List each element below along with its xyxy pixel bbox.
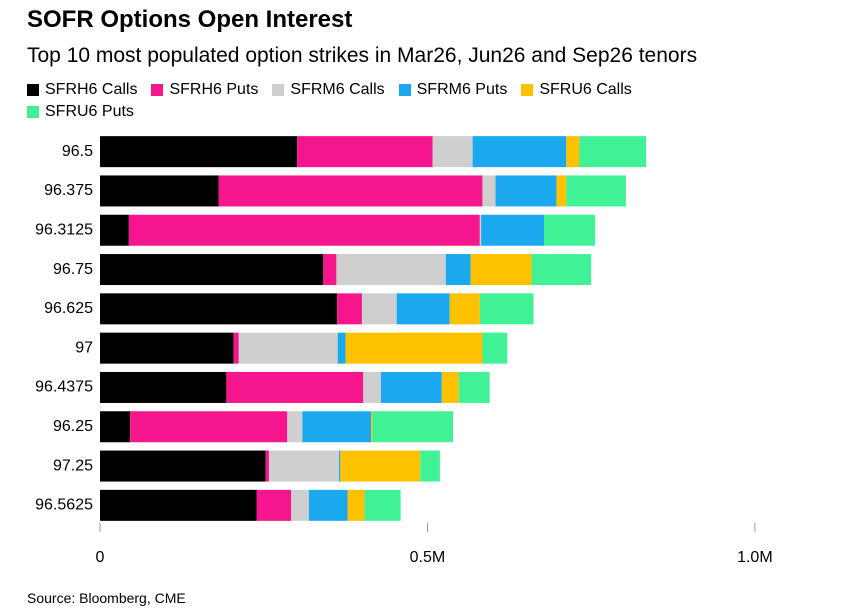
bar-segment xyxy=(340,450,421,482)
legend-label: SFRU6 Calls xyxy=(539,81,632,98)
bar-segment xyxy=(361,293,397,325)
legend-item: SFRU6 Calls xyxy=(521,80,632,100)
bar-segment xyxy=(100,411,131,443)
bar-segment xyxy=(302,411,372,443)
bar-segment xyxy=(291,489,309,521)
legend-swatch xyxy=(151,84,164,96)
bar-segment xyxy=(265,450,269,482)
legend-item: SFRM6 Puts xyxy=(398,80,508,100)
bar-segment xyxy=(470,254,532,286)
y-tick-label: 97.25 xyxy=(53,457,93,474)
x-tick-label: 1.0M xyxy=(737,549,773,566)
bar-segment xyxy=(287,411,303,443)
bar-segment xyxy=(472,136,567,168)
bar-segment xyxy=(347,489,365,521)
legend-swatch xyxy=(27,106,39,118)
bar-segment xyxy=(256,489,292,521)
chart-title: SOFR Options Open Interest xyxy=(27,6,353,33)
bar-segment xyxy=(233,332,239,364)
legend-label: SFRU6 Puts xyxy=(45,103,134,120)
bar-segment xyxy=(380,371,442,403)
legend-swatch xyxy=(398,84,411,96)
bar-segment xyxy=(297,136,433,168)
bar-segment xyxy=(441,371,459,403)
bar-segment xyxy=(482,175,496,207)
bar-segment xyxy=(544,214,596,246)
legend-item: SFRH6 Calls xyxy=(27,80,137,100)
bar-segment xyxy=(100,136,298,168)
bar-segment xyxy=(556,175,567,207)
legend-label: SFRM6 Puts xyxy=(416,81,508,98)
bar-segment xyxy=(323,254,337,286)
legend-swatch xyxy=(521,84,534,96)
legend-label: SFRM6 Calls xyxy=(290,81,385,98)
y-tick-label: 96.5 xyxy=(62,143,93,160)
bar-segment xyxy=(372,411,453,443)
chart-subtitle: Top 10 most populated option strikes in … xyxy=(27,44,698,67)
bar-segment xyxy=(566,136,580,168)
x-tick-label: 0 xyxy=(96,549,105,566)
bar-segment xyxy=(100,254,324,286)
bar-segment xyxy=(337,332,346,364)
bar-segment xyxy=(458,371,490,403)
bar-segment xyxy=(100,489,257,521)
bar-segment xyxy=(308,489,348,521)
y-tick-label: 97 xyxy=(75,339,93,356)
bar-segment xyxy=(226,371,364,403)
bar-segment xyxy=(268,450,340,482)
bar-segment xyxy=(128,214,480,246)
bar-segment xyxy=(396,293,450,325)
source: Source: Bloomberg, CME xyxy=(27,590,186,606)
bar-segment xyxy=(495,175,557,207)
bar-segment xyxy=(479,214,482,246)
legend-item: SFRM6 Calls xyxy=(272,80,385,100)
legend: SFRH6 Calls SFRH6 Puts SFRM6 Calls SFRM6 Pu… xyxy=(27,80,727,122)
bar-segment xyxy=(337,293,362,325)
bar-segment xyxy=(339,450,341,482)
bar-segment xyxy=(100,450,266,482)
bar-segment xyxy=(531,254,592,286)
bar-segment xyxy=(579,136,647,168)
y-tick-label: 96.5625 xyxy=(35,497,93,514)
y-tick-label: 96.25 xyxy=(53,418,93,435)
legend-swatch xyxy=(27,84,39,96)
bar-segment xyxy=(100,175,219,207)
bar-segment xyxy=(566,175,626,207)
bar-segment xyxy=(482,332,508,364)
legend-label: SFRH6 Calls xyxy=(45,81,138,98)
bar-segment xyxy=(345,332,483,364)
bar-segment xyxy=(479,293,534,325)
bar-segment xyxy=(371,411,373,443)
legend-swatch xyxy=(272,84,285,96)
bar-segment xyxy=(130,411,288,443)
y-tick-label: 96.3125 xyxy=(35,221,93,238)
legend-item: SFRH6 Puts xyxy=(151,80,258,100)
legend-label: SFRH6 Puts xyxy=(169,81,259,98)
bar-segment xyxy=(238,332,338,364)
bar-segment xyxy=(481,214,544,246)
bar-segment xyxy=(363,371,381,403)
y-tick-label: 96.375 xyxy=(44,182,93,199)
bar-segment xyxy=(449,293,480,325)
bar-segment xyxy=(100,371,227,403)
y-tick-label: 96.75 xyxy=(53,261,93,278)
y-tick-label: 96.625 xyxy=(44,300,93,317)
bar-segment xyxy=(100,332,234,364)
bar-segment xyxy=(364,489,401,521)
bar-segment xyxy=(218,175,483,207)
bar-segment xyxy=(420,450,440,482)
bar-segment xyxy=(336,254,446,286)
bar-segment xyxy=(445,254,471,286)
bar-segment xyxy=(100,214,129,246)
x-tick-label: 0.5M xyxy=(410,549,446,566)
legend-item: SFRU6 Puts xyxy=(27,102,134,122)
y-tick-label: 96.4375 xyxy=(35,379,93,396)
bar-segment xyxy=(432,136,473,168)
bar-segment xyxy=(100,293,338,325)
